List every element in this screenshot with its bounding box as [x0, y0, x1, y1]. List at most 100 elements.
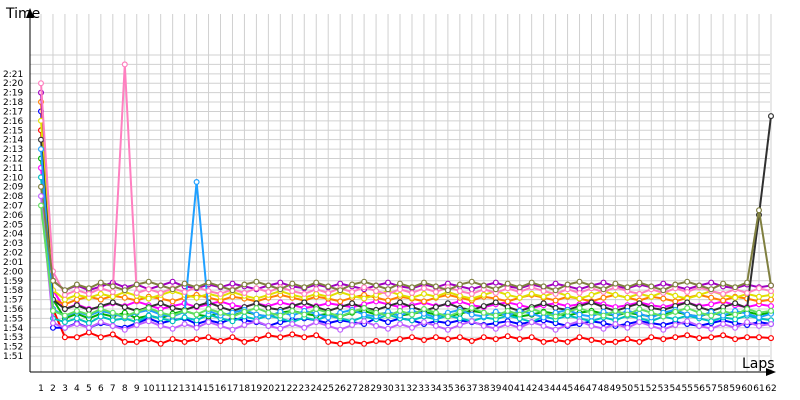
data-point	[684, 299, 691, 306]
data-point	[397, 336, 404, 343]
data-point	[157, 290, 164, 297]
data-point	[61, 287, 68, 294]
data-point	[145, 295, 152, 302]
x-tick-label: 48	[598, 384, 610, 394]
data-point	[552, 305, 559, 312]
series-lines	[37, 61, 774, 347]
data-point	[540, 338, 547, 345]
data-point	[732, 336, 739, 343]
data-point	[229, 287, 236, 294]
data-point	[241, 313, 248, 320]
data-point	[732, 316, 739, 323]
x-tick-label: 2	[50, 384, 56, 394]
data-point	[97, 285, 104, 292]
data-point	[181, 321, 188, 328]
y-tick-label: 2:02	[3, 249, 23, 259]
data-point	[684, 289, 691, 296]
x-tick-label: 17	[227, 384, 238, 394]
data-point	[636, 300, 643, 307]
x-tick-label: 29	[370, 384, 382, 394]
data-point	[337, 280, 344, 287]
data-point	[61, 291, 68, 298]
data-point	[73, 334, 80, 341]
data-point	[480, 303, 487, 310]
data-point	[229, 313, 236, 320]
data-point	[720, 297, 727, 304]
data-point	[301, 334, 308, 341]
data-point	[432, 334, 439, 341]
data-point	[181, 280, 188, 287]
data-point	[337, 313, 344, 320]
data-point	[217, 309, 224, 316]
data-point	[767, 282, 774, 289]
data-point	[612, 321, 619, 328]
data-point	[564, 286, 571, 293]
data-point	[444, 300, 451, 307]
data-point	[385, 325, 392, 332]
x-tick-label: 35	[442, 384, 453, 394]
data-point	[696, 282, 703, 289]
data-point	[181, 307, 188, 314]
data-point	[600, 286, 607, 293]
x-tick-label: 25	[322, 384, 333, 394]
series-13	[37, 202, 774, 320]
data-point	[576, 295, 583, 302]
y-tick-label: 2:00	[3, 267, 23, 277]
y-tick-label: 2:17	[3, 107, 23, 117]
data-point	[648, 305, 655, 312]
series-line	[40, 186, 772, 292]
data-point	[660, 295, 667, 302]
data-point	[492, 279, 499, 286]
data-point	[432, 309, 439, 316]
data-point	[648, 322, 655, 329]
data-point	[480, 282, 487, 289]
data-point	[732, 284, 739, 291]
data-point	[85, 290, 92, 297]
y-tick-label: 2:07	[3, 202, 23, 212]
x-tick-label: 61	[753, 384, 764, 394]
data-point	[145, 286, 152, 293]
data-point	[229, 302, 236, 309]
x-tick-label: 1	[38, 384, 44, 394]
data-point	[624, 324, 631, 331]
data-point	[660, 336, 667, 343]
data-point	[241, 338, 248, 345]
data-point	[540, 288, 547, 295]
x-tick-label: 28	[358, 384, 370, 394]
data-point	[157, 300, 164, 307]
y-tick-label: 2:04	[3, 230, 23, 240]
data-point	[696, 309, 703, 316]
data-point	[468, 311, 475, 318]
data-point	[552, 280, 559, 287]
data-point	[708, 325, 715, 332]
y-tick-label: 1:55	[3, 314, 23, 324]
data-point	[516, 336, 523, 343]
data-point	[552, 326, 559, 333]
data-point	[301, 299, 308, 306]
data-point	[217, 338, 224, 345]
data-point	[684, 305, 691, 312]
data-point	[49, 307, 56, 314]
x-tick-label: 30	[382, 384, 394, 394]
series-10	[37, 61, 774, 298]
data-point	[767, 335, 774, 342]
data-point	[600, 325, 607, 332]
data-point	[588, 309, 595, 316]
series-line	[40, 120, 772, 301]
data-point	[73, 307, 80, 314]
series-line	[40, 177, 772, 325]
x-tick-label: 15	[203, 384, 214, 394]
data-point	[636, 279, 643, 286]
data-point	[37, 193, 44, 200]
data-point	[97, 279, 104, 286]
data-point	[361, 278, 368, 285]
data-point	[373, 288, 380, 295]
data-point	[121, 326, 128, 333]
data-point	[325, 314, 332, 321]
data-point	[600, 320, 607, 327]
data-point	[720, 290, 727, 297]
x-tick-label: 41	[514, 384, 525, 394]
data-point	[755, 285, 762, 292]
series-11	[37, 183, 774, 294]
data-point	[576, 334, 583, 341]
